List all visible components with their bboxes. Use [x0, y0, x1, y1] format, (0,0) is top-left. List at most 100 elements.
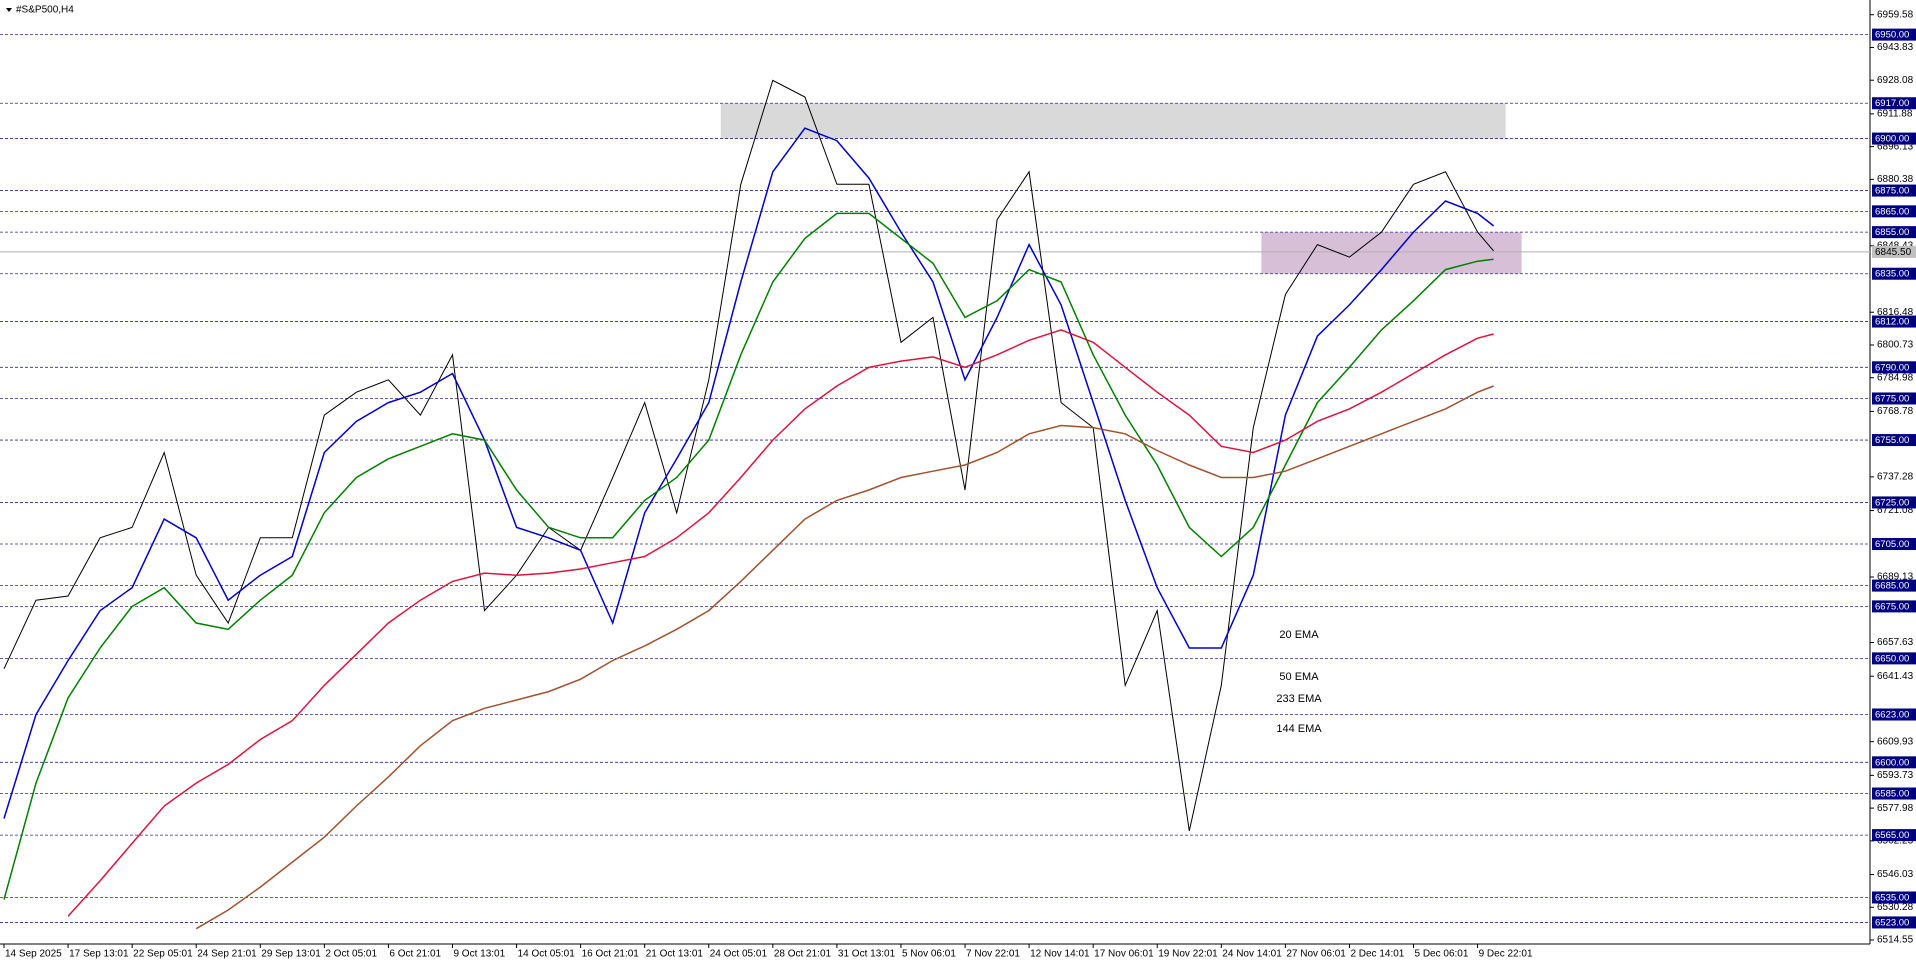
price-line — [3, 79, 1494, 832]
level-label-box — [1872, 756, 1916, 769]
x-tick-label: 2 Dec 14:01 — [1350, 949, 1404, 960]
y-tick-label: 6911.88 — [1877, 109, 1913, 120]
level-label-box — [1872, 434, 1916, 447]
y-tick-label: 6784.98 — [1877, 372, 1914, 383]
y-tick-label: 6800.73 — [1877, 340, 1914, 351]
y-tick-label: 6928.08 — [1877, 75, 1914, 86]
level-label-box — [1872, 205, 1916, 218]
x-tick-label: 6 Oct 21:01 — [389, 949, 441, 960]
level-label-box — [1872, 267, 1916, 280]
y-tick-label: 6816.48 — [1877, 307, 1914, 318]
level-label-box — [1872, 916, 1916, 929]
level-label-box — [1872, 392, 1916, 405]
level-label: 6650.00 — [1875, 653, 1909, 664]
x-tick-label: 14 Oct 05:01 — [518, 949, 576, 960]
level-label-box — [1872, 579, 1916, 592]
x-tick-label: 9 Dec 22:01 — [1479, 949, 1533, 960]
ema-label: 20 EMA — [1279, 629, 1319, 641]
level-label: 6535.00 — [1875, 892, 1909, 903]
x-tick-label: 31 Oct 13:01 — [838, 949, 896, 960]
level-label-box — [1872, 28, 1916, 41]
x-tick-label: 24 Nov 14:01 — [1222, 949, 1282, 960]
level-label: 6585.00 — [1875, 789, 1909, 800]
y-tick-label: 6880.38 — [1877, 174, 1914, 185]
level-label: 6917.00 — [1875, 98, 1909, 109]
ema-label: 233 EMA — [1276, 693, 1322, 705]
y-tick-label: 6896.13 — [1877, 141, 1914, 152]
y-tick-label: 6577.98 — [1877, 803, 1914, 814]
y-tick-label: 6530.28 — [1877, 902, 1914, 913]
chart-title: #S&P500,H4 — [16, 5, 74, 16]
level-label-box — [1872, 829, 1916, 842]
x-tick-label: 19 Nov 22:01 — [1158, 949, 1218, 960]
level-label: 6755.00 — [1875, 435, 1909, 446]
y-tick-label: 6689.13 — [1877, 572, 1914, 583]
x-tick-label: 5 Dec 06:01 — [1415, 949, 1469, 960]
level-label-box — [1872, 315, 1916, 328]
x-tick-label: 14 Sep 2025 — [5, 949, 62, 960]
ema-label: 144 EMA — [1276, 723, 1322, 735]
zone — [720, 103, 1506, 139]
x-tick-label: 5 Nov 06:01 — [902, 949, 956, 960]
y-tick-label: 6959.58 — [1877, 9, 1914, 20]
ema-line — [3, 127, 1495, 819]
x-tick-label: 24 Sep 21:01 — [197, 949, 257, 960]
level-label: 6865.00 — [1875, 206, 1909, 217]
x-tick-label: 17 Sep 13:01 — [69, 949, 129, 960]
current-price-label: 6845.50 — [1875, 247, 1912, 258]
level-label-box — [1872, 496, 1916, 509]
y-tick-label: 6609.93 — [1877, 736, 1914, 747]
level-label: 6775.00 — [1875, 393, 1909, 404]
y-tick-label: 6593.73 — [1877, 770, 1914, 781]
x-tick-label: 17 Nov 06:01 — [1094, 949, 1154, 960]
zone — [1261, 232, 1522, 274]
y-tick-label: 6721.08 — [1877, 505, 1914, 516]
y-tick-label: 6737.28 — [1877, 472, 1914, 483]
level-label-box — [1872, 226, 1916, 239]
level-label-box — [1872, 184, 1916, 197]
collapse-icon — [6, 8, 12, 12]
x-tick-label: 27 Nov 06:01 — [1286, 949, 1346, 960]
y-tick-label: 6768.78 — [1877, 406, 1914, 417]
x-tick-label: 29 Sep 13:01 — [261, 949, 321, 960]
level-label: 6685.00 — [1875, 581, 1909, 592]
x-tick-label: 21 Oct 13:01 — [646, 949, 704, 960]
x-tick-label: 7 Nov 22:01 — [966, 949, 1020, 960]
level-label: 6950.00 — [1875, 30, 1909, 41]
level-label: 6600.00 — [1875, 757, 1909, 768]
level-label: 6855.00 — [1875, 227, 1909, 238]
level-label-box — [1872, 891, 1916, 904]
level-label-box — [1872, 361, 1916, 374]
current-price-box — [1872, 245, 1916, 258]
ema-label: 50 EMA — [1279, 671, 1319, 683]
x-tick-label: 24 Oct 05:01 — [710, 949, 768, 960]
x-tick-label: 2 Oct 05:01 — [325, 949, 377, 960]
y-tick-label: 6514.55 — [1877, 935, 1914, 946]
level-label-box — [1872, 787, 1916, 800]
level-label-box — [1872, 538, 1916, 551]
level-label: 6900.00 — [1875, 134, 1909, 145]
ema-line — [67, 329, 1494, 917]
level-label: 6835.00 — [1875, 269, 1909, 280]
x-tick-label: 16 Oct 21:01 — [582, 949, 640, 960]
level-label: 6875.00 — [1875, 186, 1909, 197]
ema-line — [3, 212, 1494, 900]
x-tick-label: 28 Oct 21:01 — [774, 949, 832, 960]
level-label-box — [1872, 652, 1916, 665]
x-tick-label: 9 Oct 13:01 — [453, 949, 505, 960]
level-label: 6565.00 — [1875, 830, 1909, 841]
level-label-box — [1872, 708, 1916, 721]
y-tick-label: 6546.03 — [1877, 869, 1914, 880]
level-label-box — [1872, 600, 1916, 613]
y-tick-label: 6641.43 — [1877, 671, 1914, 682]
y-tick-label: 6657.63 — [1877, 637, 1914, 648]
level-label: 6725.00 — [1875, 497, 1909, 508]
x-tick-label: 12 Nov 14:01 — [1030, 949, 1090, 960]
y-tick-label: 6943.83 — [1877, 42, 1914, 53]
level-label: 6623.00 — [1875, 710, 1909, 721]
ema-line — [195, 385, 1494, 930]
level-label: 6675.00 — [1875, 601, 1909, 612]
level-label: 6812.00 — [1875, 317, 1909, 328]
